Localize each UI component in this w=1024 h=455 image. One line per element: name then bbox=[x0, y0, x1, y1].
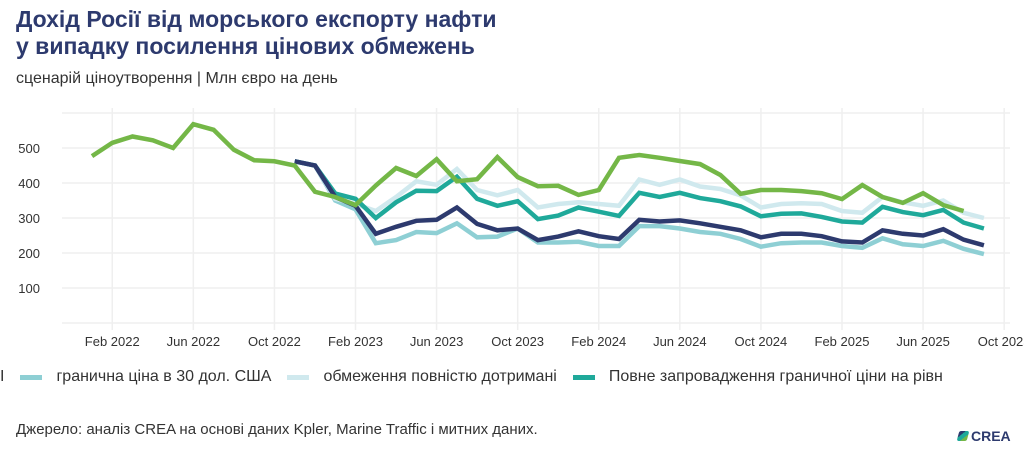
legend-item-30-cap: гранична ціна в 30 дол. США bbox=[20, 368, 271, 386]
x-tick-label: Jun 2023 bbox=[410, 334, 464, 349]
legend-label: обмеження повністю дотримані bbox=[323, 368, 557, 385]
series-line bbox=[294, 159, 985, 221]
title-line-1: Дохід Росії від морського експорту нафти bbox=[16, 6, 497, 32]
x-tick-label: Feb 2024 bbox=[571, 334, 626, 349]
legend-item-full-compliance: обмеження повністю дотримані bbox=[287, 368, 557, 386]
x-tick-label: Jun 2022 bbox=[167, 334, 221, 349]
crea-logo: CREA bbox=[956, 428, 1011, 444]
x-tick-label: Oct 2025 bbox=[978, 334, 1024, 349]
y-tick-label: 200 bbox=[18, 246, 40, 261]
legend-fragment: І bbox=[0, 368, 5, 385]
x-tick-label: Oct 2024 bbox=[735, 334, 788, 349]
series-line bbox=[90, 121, 965, 214]
crea-logo-icon bbox=[956, 431, 970, 441]
x-tick-label: Oct 2022 bbox=[248, 334, 301, 349]
legend: І гранична ціна в 30 дол. США обмеження … bbox=[0, 368, 959, 386]
x-tick-label: Oct 2023 bbox=[491, 334, 544, 349]
x-tick-label: Feb 2022 bbox=[85, 334, 140, 349]
series-line bbox=[294, 159, 985, 248]
source-note: Джерело: аналіз CREA на основі даних Kpl… bbox=[16, 421, 538, 438]
x-tick-label: Jun 2024 bbox=[653, 334, 707, 349]
chart-title: Дохід Росії від морського експорту нафти… bbox=[16, 6, 497, 60]
x-tick-label: Feb 2025 bbox=[815, 334, 870, 349]
chart-subtitle: сценарій ціноутворення | Млн євро на ден… bbox=[16, 70, 338, 87]
legend-swatch bbox=[287, 374, 310, 380]
y-tick-label: 300 bbox=[18, 211, 40, 226]
y-tick-label: 100 bbox=[18, 281, 40, 296]
series-line bbox=[294, 159, 985, 257]
y-tick-label: 400 bbox=[18, 176, 40, 191]
title-line-2: у випадку посилення цінових обмежень bbox=[16, 33, 475, 59]
legend-label: Повне запровадження граничної ціни на рі… bbox=[608, 368, 943, 385]
y-tick-label: 500 bbox=[18, 141, 40, 156]
legend-swatch bbox=[20, 374, 43, 380]
legend-swatch bbox=[572, 374, 595, 380]
legend-label: гранична ціна в 30 дол. США bbox=[56, 368, 272, 385]
x-tick-label: Jun 2025 bbox=[896, 334, 950, 349]
series-line bbox=[294, 159, 985, 231]
x-tick-label: Feb 2023 bbox=[328, 334, 383, 349]
logo-text: CREA bbox=[971, 428, 1011, 444]
legend-item-full-enforcement: Повне запровадження граничної ціни на рі… bbox=[572, 368, 943, 386]
